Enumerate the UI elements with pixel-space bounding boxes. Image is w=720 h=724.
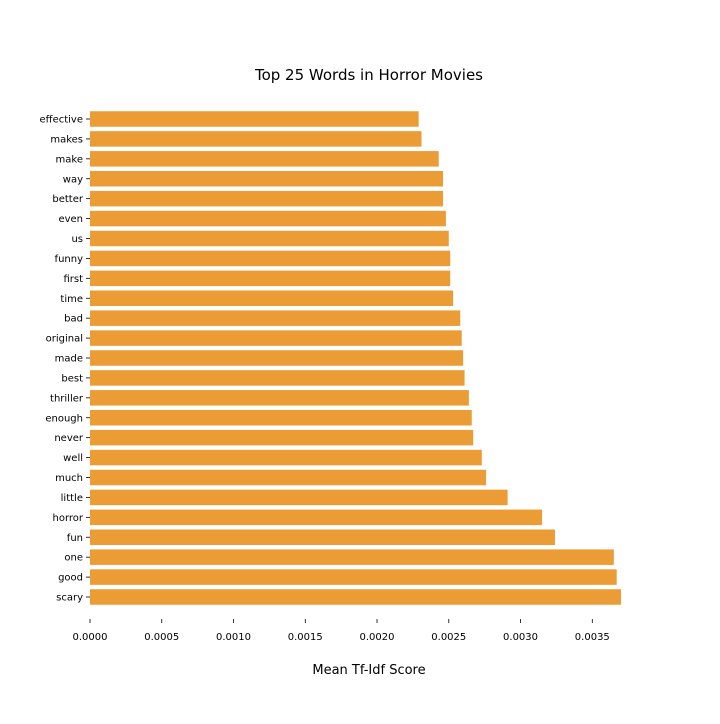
bar-well [90,449,482,466]
bar-way [90,171,444,187]
y-tick-label: well [63,453,83,464]
bar-bad [90,310,461,326]
bar-makes [90,131,422,147]
y-tick-label: better [52,194,83,205]
x-tick-label: 0.0030 [503,632,538,643]
y-tick-label: first [63,274,83,285]
y-axis-ticks: scary good one fun horror little much well never… [40,115,90,604]
x-tick-label: 0.0020 [360,632,395,643]
bar-little [90,489,508,506]
y-tick-label: never [54,433,84,444]
bar-never [90,429,474,446]
y-tick-label: original [46,334,83,345]
y-tick-label: horror [52,513,83,524]
x-tick-label: 0.0035 [575,632,610,643]
bar-make [90,151,439,167]
bar-thriller [90,390,469,406]
y-tick-label: effective [40,115,83,126]
bar-time [90,290,454,306]
x-axis-label: Mean Tf-Idf Score [312,663,425,678]
y-tick-label: even [58,214,83,225]
x-tick-label: 0.0005 [144,632,179,643]
bar-best [90,370,465,386]
y-tick-label: fun [67,533,83,544]
y-tick-label: scary [56,593,83,604]
y-tick-label: best [61,373,83,384]
x-axis-ticks: 0.0000 0.0005 0.0010 0.0015 0.0020 0.0025 0.00… [73,619,610,643]
y-tick-label: good [58,573,83,584]
bar-original [90,330,462,346]
y-tick-label: us [71,234,83,245]
bar-first [90,270,451,287]
bars-group [90,111,621,605]
bar-scary [90,589,621,605]
bar-funny [90,250,451,267]
y-tick-label: bad [64,314,83,325]
bar-effective [90,111,419,127]
y-tick-label: little [61,493,83,504]
bar-horror [90,509,543,526]
x-tick-label: 0.0025 [431,632,466,643]
x-tick-label: 0.0010 [216,632,251,643]
y-tick-label: made [55,354,83,365]
bar-good [90,569,617,585]
y-tick-label: thriller [50,393,84,404]
bar-made [90,350,464,366]
y-tick-label: one [64,553,83,564]
bar-even [90,210,446,227]
y-tick-label: way [63,174,83,185]
chart-title: Top 25 Words in Horror Movies [254,66,483,84]
bar-better [90,190,444,207]
bar-enough [90,410,472,426]
bar-fun [90,529,555,545]
bar-us [90,230,449,247]
bar-much [90,469,487,486]
y-tick-label: makes [50,134,83,145]
y-tick-label: time [60,294,83,305]
x-tick-label: 0.0000 [73,632,108,643]
bar-one [90,549,614,565]
y-tick-label: make [56,154,83,165]
y-tick-label: funny [55,254,84,265]
y-tick-label: enough [45,413,83,424]
x-tick-label: 0.0015 [288,632,323,643]
y-tick-label: much [55,473,83,484]
